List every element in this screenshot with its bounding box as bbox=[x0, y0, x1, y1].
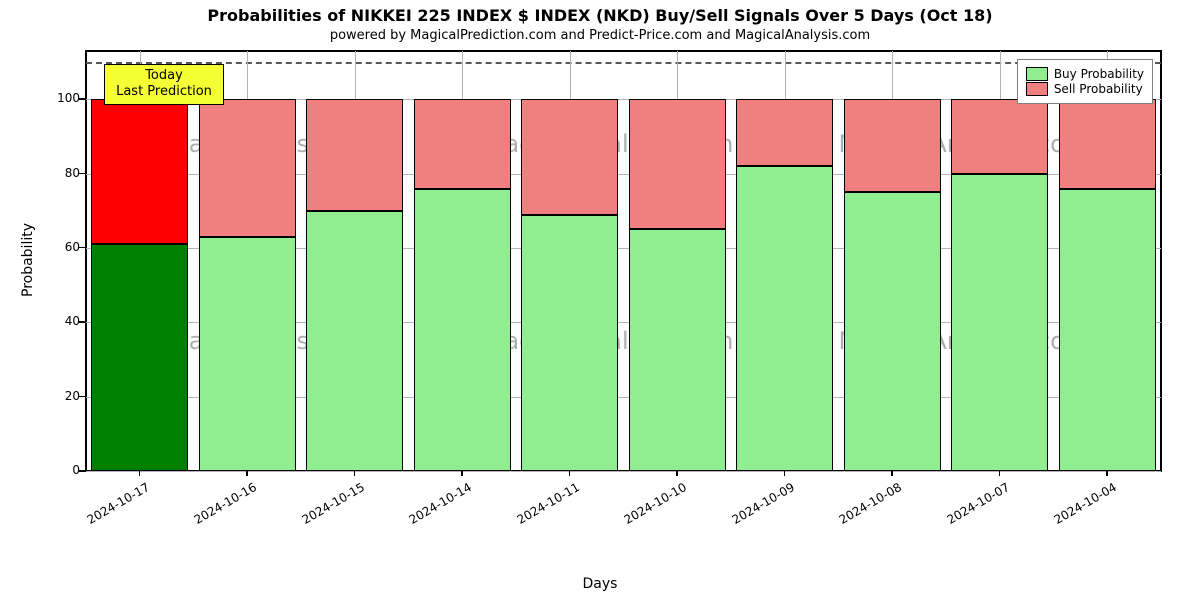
annotation-line1: Today bbox=[145, 68, 183, 83]
bar-buy bbox=[306, 211, 403, 471]
x-tick-label: 2024-10-09 bbox=[703, 480, 797, 542]
x-tick-label: 2024-10-17 bbox=[58, 480, 152, 542]
bar-sell bbox=[629, 99, 726, 229]
y-tick-label: 20 bbox=[40, 389, 80, 403]
bar-buy bbox=[844, 192, 941, 471]
legend-swatch-buy bbox=[1026, 67, 1048, 81]
x-tick-label: 2024-10-08 bbox=[811, 480, 905, 542]
y-tick bbox=[79, 173, 85, 175]
y-tick-label: 40 bbox=[40, 314, 80, 328]
x-tick bbox=[569, 470, 571, 476]
bar-buy bbox=[521, 215, 618, 471]
bar-buy bbox=[91, 244, 188, 471]
legend-item-buy: Buy Probability bbox=[1026, 67, 1144, 81]
y-tick-label: 60 bbox=[40, 240, 80, 254]
y-tick bbox=[79, 247, 85, 249]
bar-sell bbox=[1059, 99, 1156, 188]
x-tick bbox=[1106, 470, 1108, 476]
x-tick-label: 2024-10-04 bbox=[1026, 480, 1120, 542]
bar-sell bbox=[306, 99, 403, 211]
y-axis-label: Probability bbox=[20, 223, 36, 297]
x-tick bbox=[891, 470, 893, 476]
y-tick bbox=[79, 396, 85, 398]
bar-buy bbox=[199, 237, 296, 471]
bar-buy bbox=[414, 189, 511, 471]
today-annotation: TodayLast Prediction bbox=[104, 64, 224, 105]
bar-sell bbox=[951, 99, 1048, 173]
x-tick bbox=[139, 470, 141, 476]
y-tick bbox=[79, 98, 85, 100]
x-tick bbox=[676, 470, 678, 476]
bar-sell bbox=[199, 99, 296, 237]
x-tick-label: 2024-10-15 bbox=[273, 480, 367, 542]
x-tick bbox=[999, 470, 1001, 476]
legend-label-buy: Buy Probability bbox=[1054, 67, 1144, 81]
legend-label-sell: Sell Probability bbox=[1054, 82, 1143, 96]
chart-subtitle: powered by MagicalPrediction.com and Pre… bbox=[0, 28, 1200, 43]
y-tick-label: 100 bbox=[40, 91, 80, 105]
bar-sell bbox=[521, 99, 618, 214]
chart-container: Probabilities of NIKKEI 225 INDEX $ INDE… bbox=[0, 0, 1200, 600]
x-tick bbox=[354, 470, 356, 476]
x-tick-label: 2024-10-10 bbox=[596, 480, 690, 542]
y-tick bbox=[79, 321, 85, 323]
bar-sell bbox=[91, 99, 188, 244]
x-tick-label: 2024-10-14 bbox=[381, 480, 475, 542]
plot-area: MagicalAnalysis.comMagicalAnalysis.comMa… bbox=[85, 50, 1162, 472]
bar-buy bbox=[951, 174, 1048, 471]
x-tick-label: 2024-10-16 bbox=[166, 480, 260, 542]
legend-swatch-sell bbox=[1026, 82, 1048, 96]
x-tick-label: 2024-10-07 bbox=[918, 480, 1012, 542]
bar-buy bbox=[629, 229, 726, 471]
legend-item-sell: Sell Probability bbox=[1026, 82, 1144, 96]
x-axis-label: Days bbox=[0, 576, 1200, 592]
legend: Buy ProbabilitySell Probability bbox=[1017, 59, 1153, 104]
y-tick-label: 0 bbox=[40, 463, 80, 477]
bar-buy bbox=[1059, 189, 1156, 471]
annotation-line2: Last Prediction bbox=[116, 84, 212, 99]
x-tick bbox=[784, 470, 786, 476]
x-tick bbox=[461, 470, 463, 476]
x-tick-label: 2024-10-11 bbox=[488, 480, 582, 542]
bar-buy bbox=[736, 166, 833, 471]
bar-sell bbox=[844, 99, 941, 192]
chart-title: Probabilities of NIKKEI 225 INDEX $ INDE… bbox=[0, 6, 1200, 25]
bar-sell bbox=[736, 99, 833, 166]
y-tick bbox=[79, 470, 85, 472]
bar-sell bbox=[414, 99, 511, 188]
y-tick-label: 80 bbox=[40, 166, 80, 180]
x-tick bbox=[246, 470, 248, 476]
